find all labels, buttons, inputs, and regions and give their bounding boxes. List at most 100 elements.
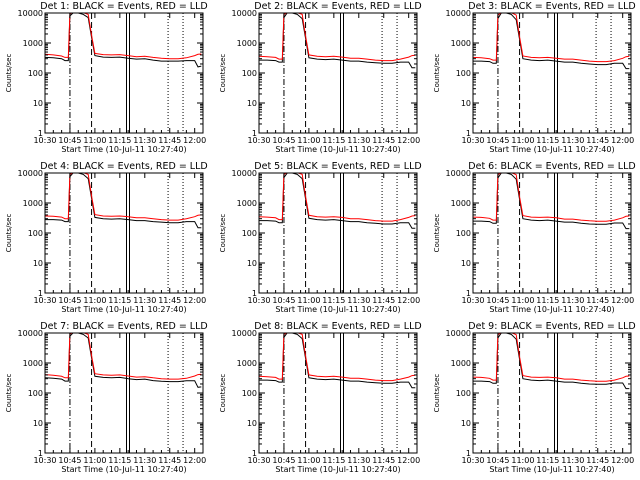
y-tick-label: 10000 <box>232 9 257 18</box>
x-tick-label: 10:30 <box>247 456 270 465</box>
x-tick-label: 10:30 <box>461 136 484 145</box>
y-tick-label: 1000 <box>451 39 471 48</box>
plot-frame <box>472 12 632 134</box>
y-tick-label: 1000 <box>23 39 43 48</box>
chart-panel-6: 1 10 100 1000 10000 10:30 10:45 11:00 11:15 11:30… <box>433 161 636 314</box>
y-tick-label: 1 <box>252 289 257 298</box>
y-axis-label: Counts/sec <box>5 54 13 93</box>
x-tick-label: 11:45 <box>158 296 181 305</box>
x-tick-label: 11:30 <box>347 296 370 305</box>
chart-panel-4: 1 10 100 1000 10000 10:30 10:45 11:00 11:15 11:30… <box>5 161 208 314</box>
y-axis-label: Counts/sec <box>433 214 441 253</box>
x-tick-label: 10:30 <box>247 136 270 145</box>
x-axis-label: Start Time (10-Jul-11 10:27:40) <box>275 145 400 154</box>
chart-title: Det 8: BLACK = Events, RED = LLD <box>254 321 421 332</box>
plot-frame <box>472 332 632 454</box>
x-tick-label: 11:30 <box>133 456 156 465</box>
y-tick-label: 10 <box>461 259 471 268</box>
y-tick-label: 1000 <box>237 199 257 208</box>
x-tick-label: 10:30 <box>247 296 270 305</box>
plot-frame <box>44 172 204 294</box>
x-tick-label: 10:30 <box>33 456 56 465</box>
y-tick-label: 10000 <box>18 169 43 178</box>
x-tick-label: 12:00 <box>611 296 634 305</box>
x-tick-label: 11:00 <box>297 456 320 465</box>
x-tick-label: 11:15 <box>322 456 345 465</box>
y-tick-label: 10 <box>33 99 43 108</box>
y-tick-label: 10 <box>33 259 43 268</box>
series-line-lld <box>45 333 202 380</box>
x-tick-label: 12:00 <box>611 136 634 145</box>
y-tick-label: 100 <box>456 229 471 238</box>
series-line-lld <box>473 173 630 222</box>
x-tick-label: 11:00 <box>511 136 534 145</box>
x-tick-label: 11:15 <box>536 136 559 145</box>
x-tick-label: 11:00 <box>83 136 106 145</box>
plot-frame <box>258 12 418 134</box>
x-axis-label: Start Time (10-Jul-11 10:27:40) <box>489 465 614 474</box>
x-tick-label: 11:45 <box>586 296 609 305</box>
x-tick-label: 12:00 <box>397 456 420 465</box>
y-tick-label: 10000 <box>18 9 43 18</box>
x-tick-label: 11:15 <box>322 136 345 145</box>
x-tick-label: 11:45 <box>586 456 609 465</box>
x-tick-label: 11:45 <box>586 136 609 145</box>
chart-title: Det 3: BLACK = Events, RED = LLD <box>468 1 635 12</box>
y-tick-label: 1000 <box>23 359 43 368</box>
y-tick-label: 100 <box>28 389 43 398</box>
y-tick-label: 100 <box>242 69 257 78</box>
y-axis-label: Counts/sec <box>5 374 13 413</box>
y-axis-label: Counts/sec <box>219 374 227 413</box>
x-tick-label: 11:45 <box>372 296 395 305</box>
chart-panel-1: 1 10 100 1000 10000 10:30 10:45 11:00 11:15 11:30… <box>5 1 208 154</box>
y-tick-label: 1 <box>38 449 43 458</box>
x-tick-label: 11:15 <box>322 296 345 305</box>
x-tick-label: 10:45 <box>272 456 295 465</box>
x-tick-label: 12:00 <box>183 296 206 305</box>
x-tick-label: 10:45 <box>272 136 295 145</box>
x-tick-label: 11:15 <box>108 136 131 145</box>
y-tick-label: 1000 <box>23 199 43 208</box>
y-tick-label: 10000 <box>446 9 471 18</box>
x-tick-label: 12:00 <box>183 456 206 465</box>
y-tick-label: 1000 <box>237 359 257 368</box>
series-line-lld <box>45 13 202 60</box>
x-tick-label: 10:30 <box>461 456 484 465</box>
chart-panel-9: 1 10 100 1000 10000 10:30 10:45 11:00 11:15 11:30… <box>433 321 636 474</box>
x-tick-label: 12:00 <box>183 136 206 145</box>
series-line-lld <box>473 13 630 63</box>
x-tick-label: 11:15 <box>108 456 131 465</box>
y-tick-label: 1000 <box>237 39 257 48</box>
y-axis-label: Counts/sec <box>433 374 441 413</box>
y-tick-label: 10000 <box>18 329 43 338</box>
chart-title: Det 2: BLACK = Events, RED = LLD <box>254 1 421 12</box>
plot-frame <box>258 332 418 454</box>
x-axis-label: Start Time (10-Jul-11 10:27:40) <box>275 305 400 314</box>
y-axis-label: Counts/sec <box>219 214 227 253</box>
x-tick-label: 11:30 <box>133 136 156 145</box>
x-tick-label: 11:00 <box>83 296 106 305</box>
x-tick-label: 11:15 <box>536 296 559 305</box>
series-line-lld <box>259 173 416 222</box>
x-tick-label: 12:00 <box>397 136 420 145</box>
x-tick-label: 10:45 <box>58 136 81 145</box>
y-axis-label: Counts/sec <box>5 214 13 253</box>
y-tick-label: 10 <box>247 419 257 428</box>
x-tick-label: 10:45 <box>486 456 509 465</box>
x-tick-label: 10:45 <box>486 136 509 145</box>
x-tick-label: 10:45 <box>58 456 81 465</box>
x-tick-label: 11:45 <box>158 136 181 145</box>
x-axis-label: Start Time (10-Jul-11 10:27:40) <box>61 465 186 474</box>
plot-frame <box>44 332 204 454</box>
chart-title: Det 4: BLACK = Events, RED = LLD <box>40 161 207 172</box>
y-tick-label: 10000 <box>232 329 257 338</box>
y-tick-label: 10000 <box>232 169 257 178</box>
series-line-lld <box>259 333 416 382</box>
y-tick-label: 10 <box>461 99 471 108</box>
y-tick-label: 100 <box>456 389 471 398</box>
x-axis-label: Start Time (10-Jul-11 10:27:40) <box>61 145 186 154</box>
y-tick-label: 1 <box>252 449 257 458</box>
series-line-lld <box>45 173 202 221</box>
x-tick-label: 11:00 <box>511 296 534 305</box>
